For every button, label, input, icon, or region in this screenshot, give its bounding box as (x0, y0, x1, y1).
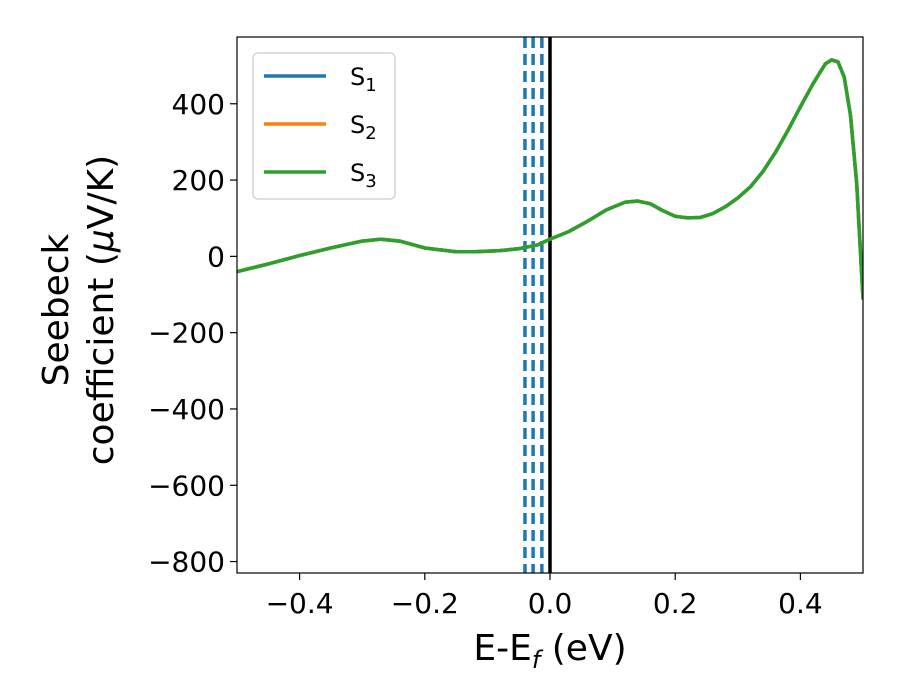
y-axis-label-line2: coefficient (μV/K) (81, 155, 122, 465)
y-tick-label: −800 (148, 546, 225, 579)
y-tick-label: 0 (207, 240, 225, 273)
y-tick-label: −600 (148, 469, 225, 502)
y-tick-label: −200 (148, 317, 225, 350)
legend-label-s2: S2 (350, 111, 377, 144)
x-tick-label: 0.4 (778, 587, 823, 620)
y-tick-label: 200 (172, 164, 225, 197)
y-tick-label: 400 (172, 88, 225, 121)
x-tick-label: −0.2 (391, 587, 459, 620)
y-axis-label-line1: Seebeck (36, 233, 77, 386)
series-line-s3 (237, 58, 863, 301)
x-tick-label: −0.4 (266, 587, 334, 620)
legend-box (252, 52, 396, 200)
x-axis-label-unit: (eV) (540, 628, 626, 669)
x-axis-label: E-Ef (eV) (473, 628, 626, 674)
y-axis-label: Seebeck coefficient (μV/K) (36, 155, 122, 465)
legend: S1 S2 S3 (252, 52, 396, 200)
legend-label-s1: S1 (350, 63, 377, 96)
plot-area (237, 37, 863, 573)
x-tick-label: 0.0 (528, 587, 573, 620)
y-tick-label: −400 (148, 393, 225, 426)
axis-ticks: −0.4 −0.2 0.0 0.2 0.4 400 200 0 −200 −400 −600 −800 (148, 88, 823, 620)
legend-label-s3: S3 (350, 159, 377, 192)
x-tick-label: 0.2 (653, 587, 698, 620)
